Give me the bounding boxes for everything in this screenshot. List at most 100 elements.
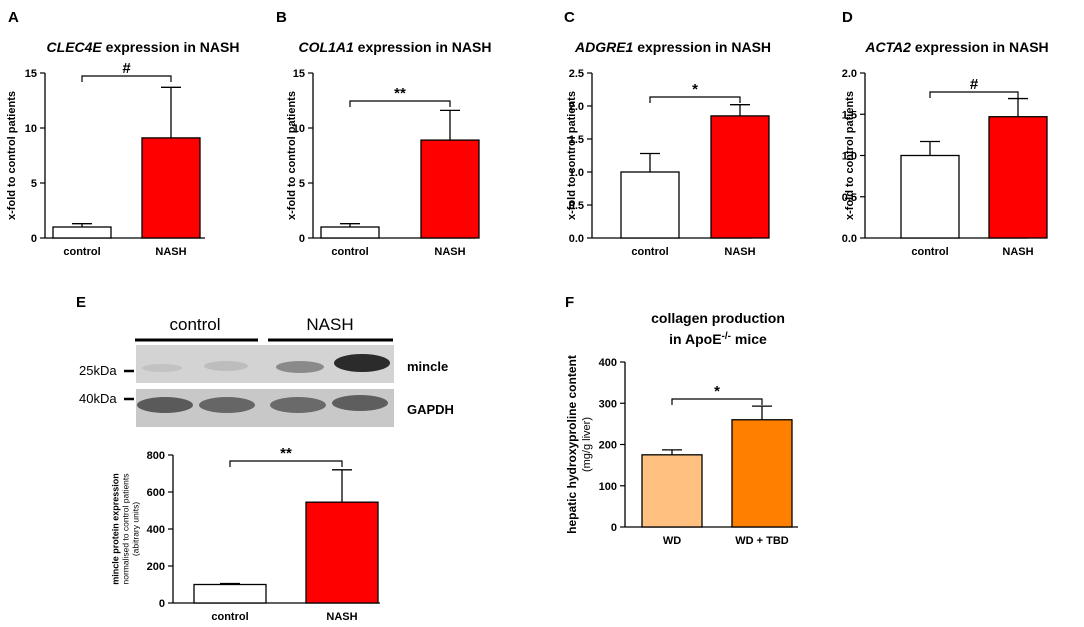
- y-tick-label: 400: [147, 524, 165, 536]
- chart-title-rest: expression in NASH: [633, 39, 771, 55]
- y-tick-label: 200: [599, 440, 617, 452]
- significance-bracket: [649, 96, 741, 103]
- panel-label-e: E: [76, 294, 86, 311]
- y-tick-label: 600: [147, 487, 165, 499]
- y-tick-label: 10: [25, 123, 37, 135]
- chart-title-gene: CLEC4E: [47, 39, 103, 55]
- y-axis-label-line: (abitrary units): [130, 502, 140, 556]
- western-blot: control NASH 25kDa 40kDa mincle GAPDH: [79, 315, 454, 427]
- significance-bracket: [349, 100, 451, 107]
- x-tick-label: NASH: [434, 246, 465, 258]
- x-tick-label: WD + TBD: [735, 535, 789, 547]
- bar-nash: [710, 115, 770, 239]
- y-tick-label: 400: [599, 357, 617, 369]
- significance-bracket: [229, 460, 343, 467]
- y-tick-label: 1.5: [569, 134, 584, 146]
- x-tick-label: NASH: [724, 246, 755, 258]
- chart-title-line2-post: mice: [731, 331, 767, 347]
- blot-band: [332, 395, 388, 411]
- y-tick-label: 15: [293, 68, 305, 80]
- blot-label-mincle: mincle: [407, 359, 448, 374]
- significance-marker: #: [122, 60, 131, 77]
- chart-panel-f: collagen production in ApoE-/- mice hepati…: [565, 310, 798, 547]
- charts-layer: CLEC4E expression in NASH x-fold to contr…: [6, 39, 1049, 623]
- y-axis-label-line: normalised to control patients: [120, 473, 130, 584]
- y-tick-label: 5: [299, 178, 305, 190]
- chart-title: CLEC4E expression in NASH: [47, 39, 240, 55]
- panel-label-a: A: [8, 9, 19, 26]
- chart-panel-b: COL1A1 expression in NASH x-fold to contr…: [286, 39, 492, 258]
- blot-band: [334, 354, 390, 372]
- bar-wd: [641, 454, 703, 528]
- chart-title-rest: expression in NASH: [354, 39, 492, 55]
- significance-marker: *: [714, 383, 720, 400]
- y-tick-label: 1.0: [842, 151, 857, 163]
- blot-marker-25kda: 25kDa: [79, 363, 117, 378]
- y-axis-label: x-fold to control patients: [6, 91, 18, 220]
- y-tick-label: 0: [31, 233, 37, 245]
- bar-nash: [988, 116, 1048, 239]
- panel-label-c: C: [564, 9, 575, 26]
- panel-label-d: D: [842, 9, 853, 26]
- chart-title-line2: in ApoE-/- mice: [669, 331, 767, 348]
- bar-control: [320, 226, 380, 239]
- y-tick-label: 2.0: [569, 101, 584, 113]
- y-tick-label: 0: [159, 598, 165, 610]
- y-tick-label: 5: [31, 178, 37, 190]
- significance-marker: **: [280, 445, 292, 462]
- x-tick-label: NASH: [326, 611, 357, 623]
- x-tick-label: control: [211, 611, 248, 623]
- blot-band: [204, 361, 248, 371]
- x-tick-label: control: [631, 246, 668, 258]
- blot-group-control: control: [169, 315, 220, 334]
- significance-bracket: [929, 91, 1019, 98]
- chart-title: COL1A1 expression in NASH: [299, 39, 492, 55]
- y-tick-label: 0.0: [569, 233, 584, 245]
- chart-title-line1: collagen production: [651, 310, 785, 326]
- y-axis-label-line: mincle protein expression: [110, 473, 120, 585]
- y-tick-label: 100: [599, 481, 617, 493]
- y-tick-label: 200: [147, 561, 165, 573]
- y-tick-label: 0.0: [842, 233, 857, 245]
- y-tick-label: 0: [611, 522, 617, 534]
- chart-panel-a: CLEC4E expression in NASH x-fold to contr…: [6, 39, 240, 258]
- chart-title-gene: COL1A1: [299, 39, 354, 55]
- y-tick-label: 0.5: [569, 200, 584, 212]
- blot-label-gapdh: GAPDH: [407, 402, 454, 417]
- significance-bracket: [671, 398, 763, 405]
- y-tick-label: 1.0: [569, 167, 584, 179]
- x-tick-label: control: [63, 246, 100, 258]
- x-tick-label: WD: [663, 535, 681, 547]
- blot-group-nash: NASH: [306, 315, 353, 334]
- y-tick-label: 2.5: [569, 68, 584, 80]
- bar-control: [193, 583, 267, 604]
- chart-title-line2-sup: -/-: [722, 331, 731, 342]
- chart-title-gene: ACTA2: [864, 39, 911, 55]
- y-axis-label: x-fold to control patients: [286, 91, 298, 220]
- y-tick-label: 2.0: [842, 68, 857, 80]
- chart-panel-d: ACTA2 expression in NASH x-fold to contro…: [842, 39, 1049, 258]
- bar-wd-tbd: [731, 419, 793, 528]
- blot-band: [270, 397, 326, 413]
- y-tick-label: 15: [25, 68, 37, 80]
- blot-marker-40kda: 40kDa: [79, 391, 117, 406]
- bar-control: [620, 171, 680, 239]
- bar-control: [52, 226, 112, 239]
- y-tick-label: 1.5: [842, 109, 857, 121]
- y-axis-label-line: hepatic hydroxyproline content: [565, 355, 579, 534]
- panel-label-f: F: [565, 294, 574, 311]
- y-tick-label: 10: [293, 123, 305, 135]
- y-tick-label: 800: [147, 450, 165, 462]
- chart-title-rest: expression in NASH: [911, 39, 1049, 55]
- chart-panel-c: ADGRE1 expression in NASH x-fold to contr…: [566, 39, 771, 258]
- bar-nash: [141, 137, 201, 239]
- y-tick-label: 0: [299, 233, 305, 245]
- y-axis-label-line: (mg/g liver): [581, 417, 593, 472]
- y-tick-label: 300: [599, 398, 617, 410]
- blot-band: [142, 364, 182, 372]
- x-tick-label: control: [331, 246, 368, 258]
- chart-title-rest: expression in NASH: [102, 39, 240, 55]
- bar-control: [900, 154, 960, 239]
- significance-marker: *: [692, 81, 698, 98]
